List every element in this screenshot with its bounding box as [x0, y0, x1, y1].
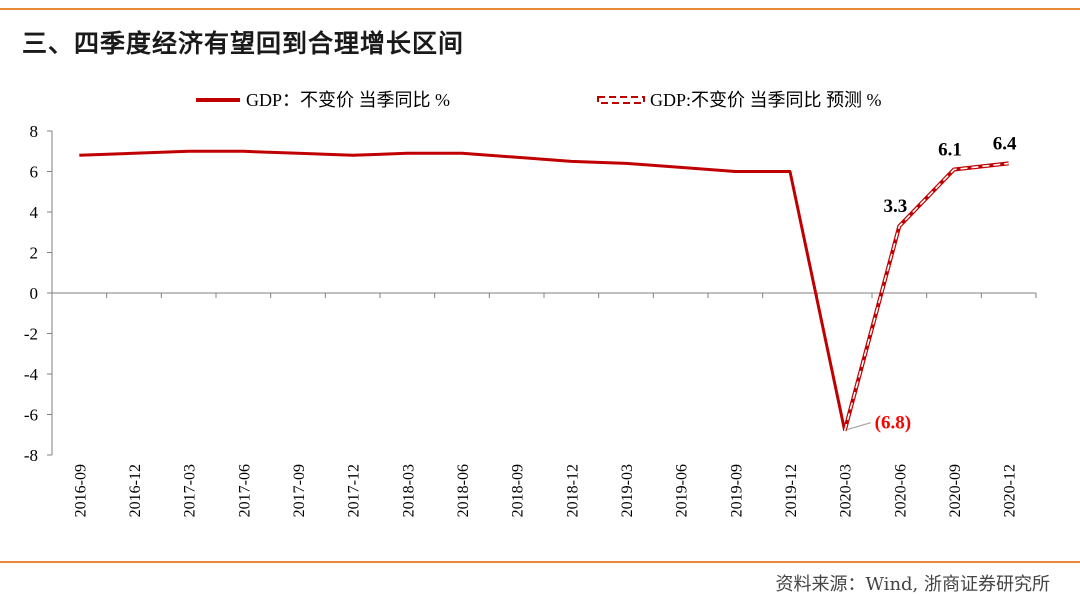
- y-tick-label: -8: [24, 446, 38, 465]
- x-tick-label: 2020-12: [1002, 464, 1019, 517]
- x-tick-label: 2017-09: [291, 464, 308, 517]
- x-tick-label: 2020-03: [838, 464, 855, 517]
- legend-label-actual: GDP：不变价 当季同比 %: [246, 90, 450, 110]
- x-tick-label: 2018-03: [400, 464, 417, 517]
- y-tick-label: -4: [24, 365, 39, 384]
- y-tick-label: 8: [30, 122, 39, 141]
- x-tick-label: 2017-03: [182, 464, 199, 517]
- gdp-line-chart: 8 6 4 2 0 -2 -4 -6 -8 2016-09 2016-12 2017-03 2017-0…: [24, 90, 1037, 517]
- x-tick-label: 2020-09: [947, 464, 964, 517]
- x-tick-label: 2017-06: [236, 464, 253, 517]
- x-tick-label: 2018-12: [564, 464, 581, 517]
- page-title: 三、四季度经济有望回到合理增长区间: [22, 29, 465, 58]
- x-tick-label: 2018-09: [510, 464, 527, 517]
- data-label-trough: (6.8): [875, 413, 911, 434]
- y-tick-label: 2: [30, 244, 39, 263]
- y-tick-label: 6: [30, 163, 39, 182]
- x-tick-label: 2019-09: [728, 464, 745, 517]
- y-tick-label: -2: [24, 325, 38, 344]
- y-tick-label: -6: [24, 406, 38, 425]
- x-tick-label: 2019-06: [674, 464, 691, 517]
- data-label: 6.1: [938, 139, 962, 160]
- x-tick-label: 2016-12: [127, 464, 144, 517]
- bottom-rule: [0, 561, 1080, 563]
- y-tick-label: 4: [30, 203, 39, 222]
- x-tick-label: 2019-03: [619, 464, 636, 517]
- data-label: 3.3: [883, 196, 907, 217]
- x-tick-label: 2018-06: [455, 464, 472, 517]
- legend-label-forecast: GDP:不变价 当季同比 预测 %: [650, 90, 882, 110]
- x-tick-label: 2020-06: [892, 464, 909, 517]
- annotation-leader: [846, 422, 871, 431]
- x-tick-label: 2016-09: [72, 464, 89, 517]
- series-line-actual: [79, 149, 847, 432]
- x-tick-label: 2017-12: [346, 464, 363, 517]
- legend-swatch-forecast: [597, 96, 645, 104]
- data-label: 6.4: [993, 133, 1017, 154]
- source-note: 资料来源：Wind, 浙商证券研究所: [775, 574, 1051, 595]
- x-tick-label: 2019-12: [783, 464, 800, 517]
- series-line-forecast-dash: [843, 162, 1009, 431]
- top-rule: [0, 8, 1080, 10]
- y-tick-label: 0: [30, 284, 39, 303]
